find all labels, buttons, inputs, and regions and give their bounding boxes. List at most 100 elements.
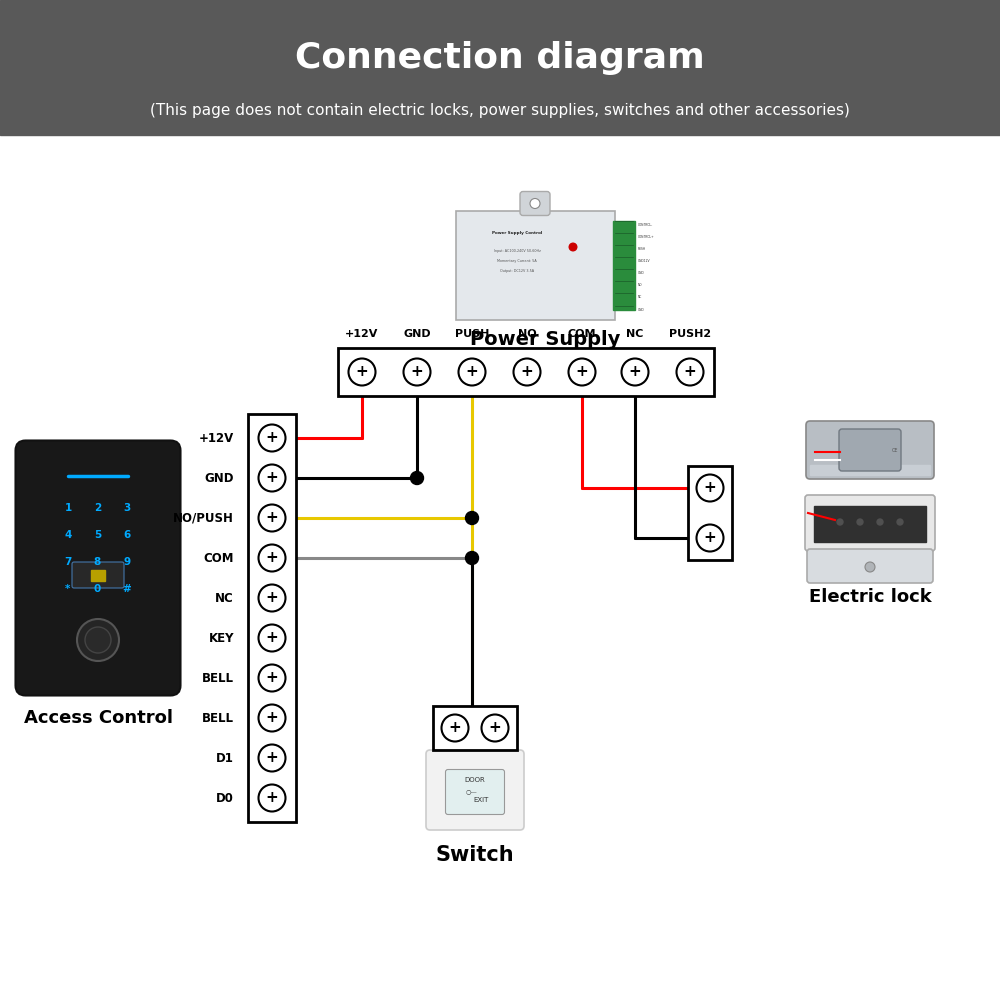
Circle shape xyxy=(458,359,486,385)
Circle shape xyxy=(865,562,875,572)
FancyBboxPatch shape xyxy=(520,192,550,216)
Circle shape xyxy=(482,714,509,742)
Text: GND: GND xyxy=(638,308,644,312)
Bar xyxy=(338,348,714,396)
Text: GND: GND xyxy=(403,329,431,339)
Circle shape xyxy=(404,359,430,385)
Text: BELL: BELL xyxy=(202,672,234,684)
FancyBboxPatch shape xyxy=(446,770,505,814)
Text: CONTROL-: CONTROL- xyxy=(638,223,653,227)
Text: 9: 9 xyxy=(123,557,131,567)
Text: NO: NO xyxy=(638,283,642,287)
Circle shape xyxy=(258,624,286,652)
Text: GND12V: GND12V xyxy=(638,259,650,263)
Bar xyxy=(814,506,926,542)
Text: 1: 1 xyxy=(64,503,72,513)
Text: NC: NC xyxy=(215,592,234,604)
Text: +: + xyxy=(266,590,278,605)
Text: +: + xyxy=(266,510,278,525)
Bar xyxy=(810,465,930,475)
Circle shape xyxy=(568,359,596,385)
FancyBboxPatch shape xyxy=(426,750,524,830)
Circle shape xyxy=(258,704,286,732)
Circle shape xyxy=(258,664,286,692)
Text: +: + xyxy=(411,364,423,379)
Text: EXIT: EXIT xyxy=(473,797,489,803)
FancyBboxPatch shape xyxy=(16,440,180,696)
Circle shape xyxy=(897,519,903,525)
Text: +: + xyxy=(356,364,368,379)
Text: 0: 0 xyxy=(94,584,101,594)
Text: *: * xyxy=(65,584,71,594)
Text: PUSH: PUSH xyxy=(638,247,646,251)
Text: +: + xyxy=(629,364,641,379)
Text: DOOR: DOOR xyxy=(465,777,485,783)
Text: KEY: KEY xyxy=(209,632,234,645)
Text: NO/PUSH: NO/PUSH xyxy=(173,512,234,524)
FancyBboxPatch shape xyxy=(72,562,124,588)
Bar xyxy=(0,0,1000,135)
Bar xyxy=(91,570,105,581)
Circle shape xyxy=(258,504,286,532)
Circle shape xyxy=(258,424,286,452)
Text: PUSH: PUSH xyxy=(455,329,489,339)
Text: 4: 4 xyxy=(64,530,72,540)
Text: Power Supply Control: Power Supply Control xyxy=(492,231,542,235)
Text: BELL: BELL xyxy=(202,712,234,724)
Text: +: + xyxy=(266,750,278,765)
Bar xyxy=(688,466,732,560)
Text: D1: D1 xyxy=(216,752,234,764)
Text: +: + xyxy=(266,670,278,685)
Circle shape xyxy=(530,198,540,209)
FancyBboxPatch shape xyxy=(805,495,935,551)
Text: Momentary Current: 5A: Momentary Current: 5A xyxy=(497,259,537,263)
Text: COM: COM xyxy=(204,552,234,564)
Text: NC: NC xyxy=(626,329,644,339)
Text: 7: 7 xyxy=(64,557,72,567)
Text: +: + xyxy=(704,480,716,495)
Circle shape xyxy=(258,784,286,812)
Text: GND: GND xyxy=(205,472,234,485)
Text: +: + xyxy=(489,720,501,735)
FancyBboxPatch shape xyxy=(456,211,614,320)
Text: 8: 8 xyxy=(94,557,101,567)
Text: PUSH2: PUSH2 xyxy=(669,329,711,339)
Text: +: + xyxy=(576,364,588,379)
Text: Connection diagram: Connection diagram xyxy=(295,41,705,75)
Circle shape xyxy=(837,519,843,525)
Text: +12V: +12V xyxy=(345,329,379,339)
Text: GND: GND xyxy=(638,271,644,275)
Circle shape xyxy=(696,524,724,552)
Circle shape xyxy=(85,627,111,653)
FancyBboxPatch shape xyxy=(839,429,901,471)
Circle shape xyxy=(877,519,883,525)
Text: +: + xyxy=(266,430,278,445)
Text: 5: 5 xyxy=(94,530,101,540)
Text: NC: NC xyxy=(638,295,642,299)
Bar xyxy=(433,706,517,750)
Circle shape xyxy=(442,714,468,742)
Text: 2: 2 xyxy=(94,503,101,513)
FancyBboxPatch shape xyxy=(807,549,933,583)
Circle shape xyxy=(857,519,863,525)
Text: 6: 6 xyxy=(123,530,131,540)
Text: +: + xyxy=(266,550,278,565)
Circle shape xyxy=(676,359,704,385)
Text: +: + xyxy=(266,790,278,805)
Circle shape xyxy=(258,464,286,491)
Text: +: + xyxy=(704,530,716,545)
Circle shape xyxy=(622,359,648,385)
Text: Electric lock: Electric lock xyxy=(809,588,931,606)
Text: Switch: Switch xyxy=(436,845,514,865)
Text: +: + xyxy=(266,630,278,645)
Circle shape xyxy=(696,475,724,502)
Text: +: + xyxy=(266,710,278,725)
Text: +: + xyxy=(466,364,478,379)
Text: +: + xyxy=(684,364,696,379)
Circle shape xyxy=(411,472,424,485)
FancyBboxPatch shape xyxy=(806,421,934,479)
Text: D0: D0 xyxy=(216,792,234,804)
Text: +: + xyxy=(266,470,278,485)
Circle shape xyxy=(466,552,479,564)
Text: Access Control: Access Control xyxy=(24,709,173,727)
